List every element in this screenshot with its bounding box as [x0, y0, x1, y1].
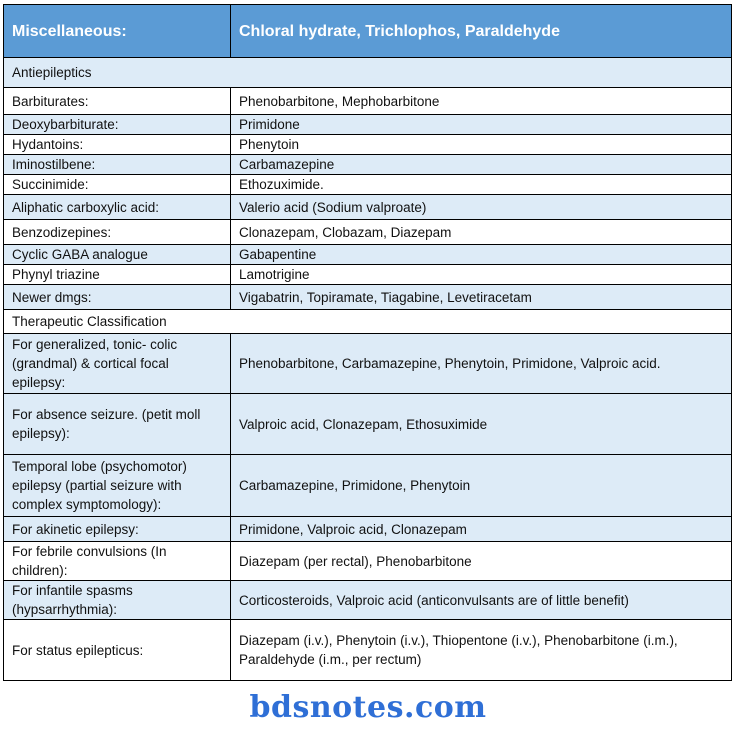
drug-list: Valerio acid (Sodium valproate) [230, 194, 732, 220]
table-row: For generalized, tonic- colic (grandmal)… [3, 333, 732, 394]
section-title: Therapeutic Classification [3, 309, 732, 334]
drug-list: Diazepam (per rectal), Phenobarbitone [230, 541, 732, 581]
drug-class: Iminostilbene: [3, 154, 231, 175]
drug-class: For absence seizure. (petit moll epileps… [3, 393, 231, 455]
table-row: Benzodizepines: Clonazepam, Clobazam, Dia… [3, 219, 732, 245]
drug-list: Gabapentine [230, 244, 732, 265]
drug-list: Diazepam (i.v.), Phenytoin (i.v.), Thiop… [230, 619, 732, 681]
drug-list: Ethozuximide. [230, 174, 732, 195]
drug-class: Benzodizepines: [3, 219, 231, 245]
drug-class: Deoxybarbiturate: [3, 114, 231, 135]
table-header-row: Miscellaneous: Chloral hydrate, Trichlop… [3, 4, 732, 58]
table-row: Succinimide: Ethozuximide. [3, 174, 732, 195]
drug-class: Phynyl triazine [3, 264, 231, 285]
table-row: Newer dmgs: Vigabatrin, Topiramate, Tiaga… [3, 284, 732, 310]
drug-class: For febrile convulsions (In children): [3, 541, 231, 581]
drug-class: Succinimide: [3, 174, 231, 195]
drug-class: Hydantoins: [3, 134, 231, 155]
drug-list: Phenytoin [230, 134, 732, 155]
drug-list: Carbamazepine, Primidone, Phenytoin [230, 454, 732, 517]
drug-list: Vigabatrin, Topiramate, Tiagabine, Levet… [230, 284, 732, 310]
section-title: Antiepileptics [3, 57, 732, 88]
drug-list: Clonazepam, Clobazam, Diazepam [230, 219, 732, 245]
drug-list: Carbamazepine [230, 154, 732, 175]
table-row: For akinetic epilepsy: Primidone, Valproi… [3, 516, 732, 542]
watermark: bdsnotes.com [249, 690, 487, 725]
drug-list: Primidone [230, 114, 732, 135]
drug-class: Newer dmgs: [3, 284, 231, 310]
drug-list: Corticosteroids, Valproic acid (anticonv… [230, 580, 732, 620]
drug-list: Phenobarbitone, Carbamazepine, Phenytoin… [230, 333, 732, 394]
drug-list: Primidone, Valproic acid, Clonazepam [230, 516, 732, 542]
drug-list: Phenobarbitone, Mephobarbitone [230, 87, 732, 115]
section-row: Antiepileptics [3, 57, 732, 88]
table-row: For status epilepticus: Diazepam (i.v.), … [3, 619, 732, 681]
drug-class: For akinetic epilepsy: [3, 516, 231, 542]
table-row: Temporal lobe (psychomotor) epilepsy (pa… [3, 454, 732, 517]
table-row: Phynyl triazine Lamotrigine [3, 264, 732, 285]
drug-list: Lamotrigine [230, 264, 732, 285]
drug-list: Valproic acid, Clonazepam, Ethosuximide [230, 393, 732, 455]
drug-class: Barbiturates: [3, 87, 231, 115]
table-row: Hydantoins: Phenytoin [3, 134, 732, 155]
table-row: For febrile convulsions (In children): Di… [3, 541, 732, 581]
table-row: Aliphatic carboxylic acid: Valerio acid (… [3, 194, 732, 220]
header-right: Chloral hydrate, Trichlophos, Paraldehyd… [230, 4, 732, 58]
table-row: Iminostilbene: Carbamazepine [3, 154, 732, 175]
drug-classification-table: Miscellaneous: Chloral hydrate, Trichlop… [3, 4, 732, 681]
header-left: Miscellaneous: [3, 4, 231, 58]
table-row: Barbiturates: Phenobarbitone, Mephobarbit… [3, 87, 732, 115]
drug-class: For generalized, tonic- colic (grandmal)… [3, 333, 231, 394]
table-row: For absence seizure. (petit moll epileps… [3, 393, 732, 455]
drug-class: Cyclic GABA analogue [3, 244, 231, 265]
section-row: Therapeutic Classification [3, 309, 732, 334]
drug-class: Temporal lobe (psychomotor) epilepsy (pa… [3, 454, 231, 517]
drug-class: For infantile spasms (hypsarrhythmia): [3, 580, 231, 620]
drug-class: Aliphatic carboxylic acid: [3, 194, 231, 220]
table-row: Cyclic GABA analogue Gabapentine [3, 244, 732, 265]
table-row: For infantile spasms (hypsarrhythmia): Co… [3, 580, 732, 620]
table-row: Deoxybarbiturate: Primidone [3, 114, 732, 135]
drug-class: For status epilepticus: [3, 619, 231, 681]
